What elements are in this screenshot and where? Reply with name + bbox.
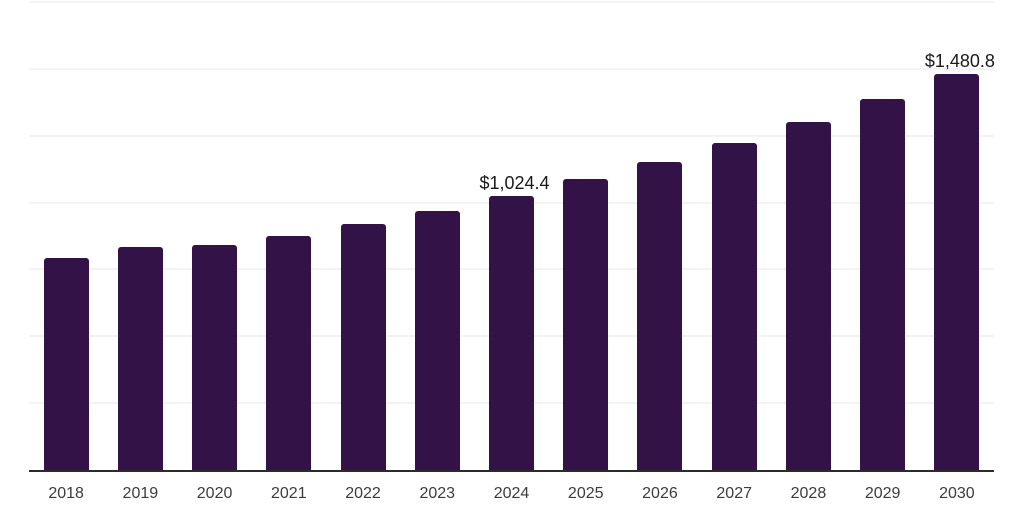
x-tick-label-2022: 2022 xyxy=(345,485,381,502)
bar-2029[interactable] xyxy=(860,99,906,470)
x-axis-line xyxy=(29,470,994,472)
x-tick-label-2024: 2024 xyxy=(493,485,530,502)
bar-2024[interactable] xyxy=(489,196,534,470)
x-tick-label-2018: 2018 xyxy=(48,485,84,502)
bar-2025[interactable] xyxy=(563,179,609,470)
x-tick-label-2030: 2030 xyxy=(939,485,975,502)
bar-2018[interactable] xyxy=(43,257,89,470)
x-tick-label-2026: 2026 xyxy=(642,485,678,502)
bar-2027[interactable] xyxy=(711,142,757,470)
bar-2026[interactable] xyxy=(637,162,683,470)
data-label-2030: $1,480.8 xyxy=(924,50,995,71)
data-label-2024: $1,024.4 xyxy=(479,173,550,194)
gridline-1250 xyxy=(29,134,994,137)
bar-2020[interactable] xyxy=(192,245,238,470)
x-tick-label-2021: 2021 xyxy=(271,485,307,502)
bar-2022[interactable] xyxy=(340,223,386,470)
bar-2030[interactable] xyxy=(934,73,980,470)
bar-2021[interactable] xyxy=(266,236,312,470)
bar-2028[interactable] xyxy=(785,122,831,470)
x-tick-label-2028: 2028 xyxy=(790,485,827,502)
x-tick-label-2023: 2023 xyxy=(419,485,456,502)
bar-2019[interactable] xyxy=(117,246,163,470)
x-tick-label-2029: 2029 xyxy=(864,485,901,502)
bar-2023[interactable] xyxy=(414,211,460,470)
gridline-1500 xyxy=(29,67,994,70)
gridline-1750 xyxy=(29,1,994,3)
x-tick-label-2025: 2025 xyxy=(567,485,604,502)
x-tick-label-2027: 2027 xyxy=(716,485,752,502)
x-tick-label-2019: 2019 xyxy=(122,485,159,502)
x-tick-label-2020: 2020 xyxy=(196,485,233,502)
